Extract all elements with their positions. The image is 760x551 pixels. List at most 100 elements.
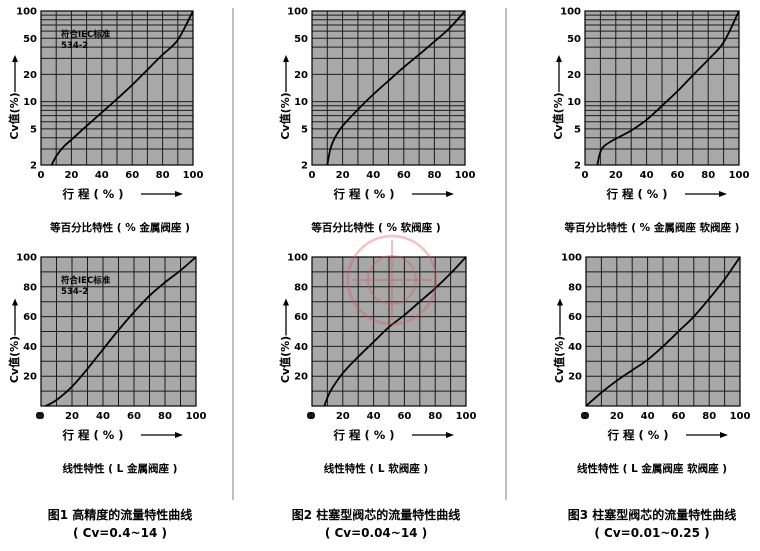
chart-3-y-axis-arrowhead (556, 55, 562, 62)
chart-2-y-tick-label: 10 (294, 97, 308, 108)
chart-1-x-tick-label: 40 (95, 170, 109, 181)
chart-1-y-tick-label: 2 (30, 161, 37, 172)
chart-3-x-tick-label: 80 (701, 170, 715, 181)
chart-5-y-tick-label: 60 (294, 312, 308, 323)
chart-3-x-tick-label: 60 (670, 170, 684, 181)
chart-6-y-axis-arrowhead (557, 298, 563, 306)
chart-6-x-axis-arrowhead (720, 432, 728, 438)
chart-6-x-tick-label: 0 (581, 411, 588, 422)
chart-1-standard-note: 534-2 (61, 41, 88, 51)
chart-3-y-tick-label: 100 (560, 7, 581, 18)
figure-caption-3: 图3 柱塞型阀芯的流量特性曲线 (568, 507, 737, 522)
figure-caption-2: 图2 柱塞型阀芯的流量特性曲线 (292, 507, 461, 522)
chart-5-plot-border (311, 256, 467, 407)
chart-3-series-line (596, 10, 740, 166)
chart-2-x-tick-label: 40 (366, 170, 380, 181)
chart-4-x-tick-label: 60 (127, 411, 141, 422)
chart-3-x-axis-label: 行 程 ( % ) (605, 187, 667, 201)
watermark-seal-inner (367, 255, 417, 305)
figure-range-1: ( Cv=0.4~14 ) (73, 526, 167, 540)
chart-1-subtitle: 等百分比特性 ( % 金属阀座 ) (49, 221, 190, 234)
chart-2-x-tick-label: 60 (397, 170, 411, 181)
chart-1-x-tick-label: 20 (64, 170, 78, 181)
chart-4-x-tick-label: 0 (36, 411, 43, 422)
chart-6-x-tick-label: 100 (730, 411, 751, 422)
chart-3-x-tick-label: 20 (609, 170, 623, 181)
chart-5-subtitle: 线性特性 ( L 软阀座 ) (324, 462, 428, 475)
chart-5-y-tick-label: 80 (294, 282, 308, 293)
figure-range-3: ( Cv=0.01~0.25 ) (594, 526, 709, 540)
chart-3-x-axis-arrowhead (719, 191, 727, 197)
chart-1-y-tick-label: 50 (23, 34, 37, 45)
chart-4-y-tick-label: 60 (23, 312, 37, 323)
watermark-seal (346, 234, 438, 326)
chart-5-y-axis-arrowhead (283, 298, 289, 306)
chart-5-series-line (323, 256, 467, 407)
chart-3-y-axis-label: Cv值(%) (551, 92, 565, 139)
chart-4-x-axis-label: 行 程 ( % ) (61, 428, 123, 442)
chart-2-series-line (326, 10, 466, 166)
chart-6-y-tick-label: 40 (568, 342, 582, 353)
chart-2-plot-border (311, 10, 466, 166)
chart-4-series-line (45, 256, 197, 407)
figure-caption-1: 图1 高精度的流量特性曲线 (48, 507, 193, 522)
chart-2-x-tick-label: 80 (427, 170, 441, 181)
chart-6-x-axis-label: 行 程 ( % ) (606, 428, 668, 442)
chart-1-plot-border (40, 10, 194, 166)
chart-3-y-tick-label: 10 (567, 97, 581, 108)
chart-2-x-tick-label: 20 (336, 170, 350, 181)
chart-5-x-tick-label: 0 (309, 411, 316, 422)
chart-2-x-tick-label: 100 (455, 170, 476, 181)
chart-6-subtitle: 线性特性 ( L 金属阀座 软阀座 ) (577, 462, 727, 475)
chart-1-y-tick-label: 10 (23, 97, 37, 108)
chart-6-x-tick-label: 0 (583, 411, 590, 422)
chart-6-series-line (585, 256, 741, 407)
chart-5-x-tick-label: 20 (336, 411, 350, 422)
chart-5-x-tick-label: 100 (456, 411, 477, 422)
chart-1-y-tick-label: 100 (16, 7, 37, 18)
chart-3-y-tick-label: 50 (567, 34, 581, 45)
chart-2-y-axis-label: Cv值(%) (278, 92, 292, 139)
chart-6-y-axis-label: Cv值(%) (552, 336, 566, 383)
chart-3-subtitle: 等百分比特性 ( % 金属阀座 软阀座 ) (564, 221, 740, 234)
chart-4-subtitle: 线性特性 ( L 金属阀座 ) (63, 462, 178, 475)
chart-4-x-tick-label: 100 (186, 411, 207, 422)
chart-1-x-tick-label: 0 (38, 170, 45, 181)
chart-4-x-tick-label: 40 (96, 411, 110, 422)
chart-4-standard-note: 符合IEC标准 (60, 275, 111, 286)
chart-3-x-tick-label: 40 (640, 170, 654, 181)
chart-5-x-tick-label: 60 (397, 411, 411, 422)
chart-4-x-tick-label: 20 (65, 411, 79, 422)
chart-4-plot-border (40, 256, 197, 407)
chart-5-x-axis-arrowhead (446, 432, 454, 438)
chart-4-x-tick-label: 0 (38, 411, 45, 422)
chart-1-y-axis-arrowhead (12, 55, 18, 62)
chart-2-y-tick-label: 5 (301, 124, 308, 135)
chart-1-y-tick-label: 20 (23, 70, 37, 81)
chart-5-y-tick-label: 20 (294, 372, 308, 383)
chart-3-y-tick-label: 5 (574, 124, 581, 135)
chart-1-standard-note: 符合IEC标准 (60, 29, 111, 40)
chart-4-y-axis-arrowhead (12, 298, 18, 306)
chart-3-x-tick-label: 0 (582, 170, 589, 181)
chart-3-y-tick-label: 20 (567, 70, 581, 81)
chart-5-x-tick-label: 40 (367, 411, 381, 422)
chart-1-x-tick-label: 80 (156, 170, 170, 181)
chart-6-y-tick-label: 20 (568, 372, 582, 383)
chart-5-x-tick-label: 0 (307, 411, 314, 422)
chart-4-y-tick-label: 80 (23, 282, 37, 293)
chart-5-y-tick-label: 40 (294, 342, 308, 353)
chart-1-x-tick-label: 60 (125, 170, 139, 181)
chart-6-y-tick-label: 80 (568, 282, 582, 293)
chart-6-x-tick-label: 80 (702, 411, 716, 422)
chart-6-x-tick-label: 60 (671, 411, 685, 422)
chart-4-x-tick-label: 80 (158, 411, 172, 422)
chart-5-y-tick-label: 100 (287, 253, 308, 264)
chart-2-x-axis-arrowhead (446, 191, 454, 197)
figure-range-2: ( Cv=0.04~14 ) (325, 526, 427, 540)
chart-6-plot-border (585, 256, 741, 407)
chart-2-x-axis-label: 行 程 ( % ) (332, 187, 394, 201)
chart-4-y-tick-label: 20 (23, 372, 37, 383)
chart-3-x-tick-label: 100 (729, 170, 750, 181)
